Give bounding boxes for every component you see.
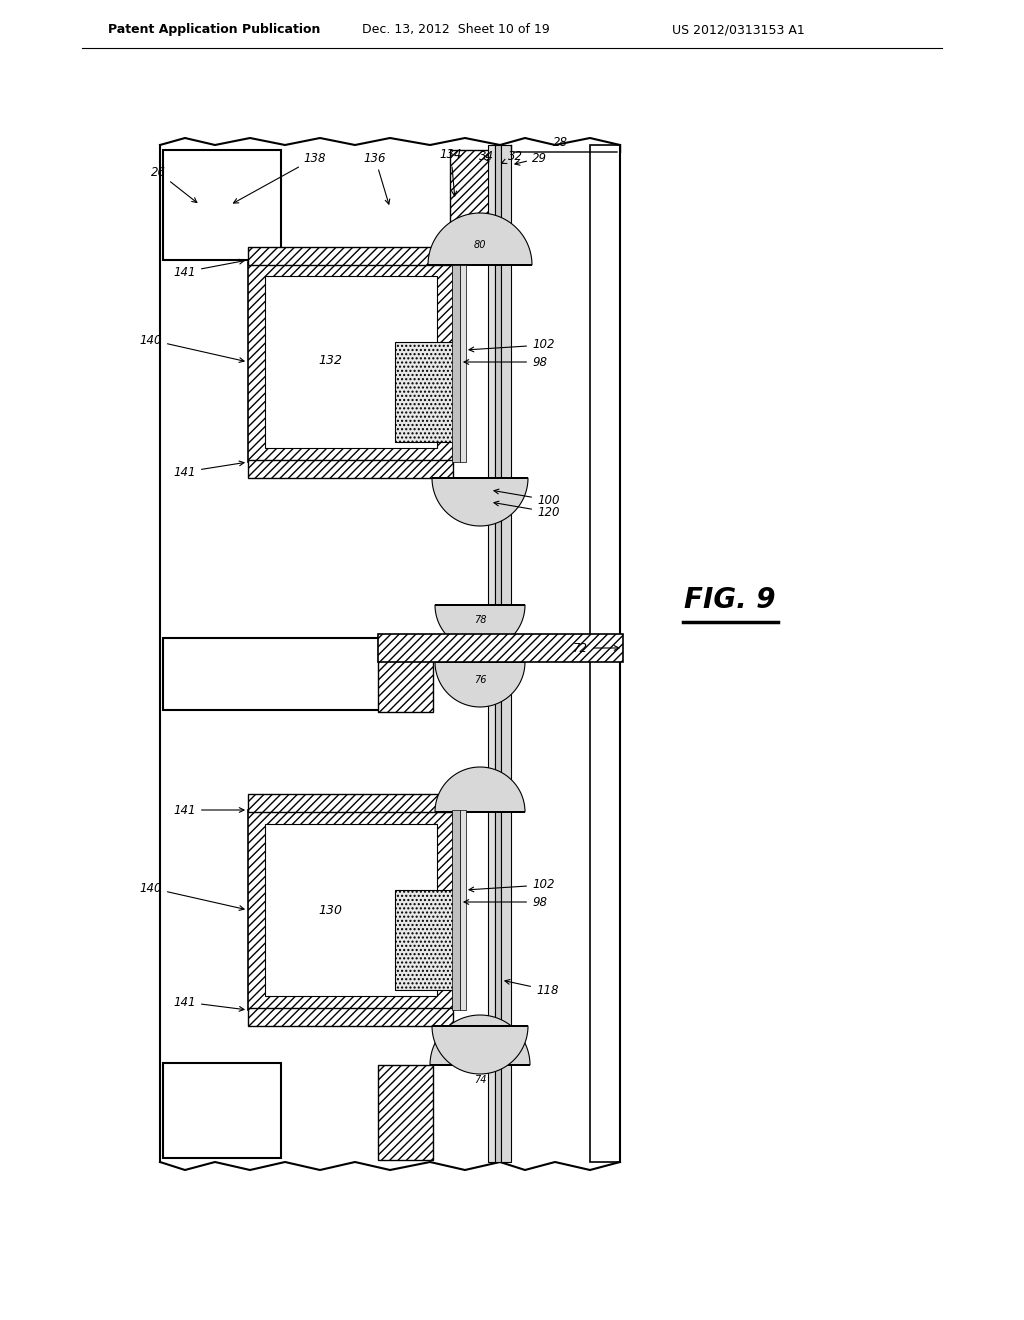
Text: 32: 32 [502, 150, 523, 164]
Bar [460, 810, 466, 1010]
Polygon shape [435, 605, 525, 649]
Text: Patent Application Publication: Patent Application Publication [108, 24, 321, 37]
Bar [248, 247, 453, 265]
Text: 28: 28 [553, 136, 567, 149]
Text: 100: 100 [494, 490, 559, 507]
Bar [248, 1008, 453, 1026]
Text: 98: 98 [464, 895, 547, 908]
Bar [495, 145, 501, 1162]
Text: 102: 102 [469, 338, 555, 352]
Text: 102: 102 [469, 879, 555, 892]
Text: 74: 74 [474, 1074, 486, 1085]
Polygon shape [435, 767, 525, 812]
Text: 132: 132 [318, 354, 342, 367]
Text: 141: 141 [173, 995, 244, 1011]
Text: US 2012/0313153 A1: US 2012/0313153 A1 [672, 24, 805, 37]
Text: 78: 78 [474, 615, 486, 624]
Bar [488, 145, 495, 1162]
Text: 120: 120 [494, 502, 559, 519]
Bar [501, 145, 511, 1162]
Bar [450, 150, 505, 260]
Polygon shape [430, 1015, 530, 1065]
Bar [248, 810, 453, 1010]
Text: 141: 141 [173, 804, 244, 817]
Bar [265, 276, 437, 447]
Text: 98: 98 [464, 355, 547, 368]
Bar [163, 1063, 281, 1158]
Bar [378, 1065, 433, 1160]
Bar [248, 459, 453, 478]
Bar [395, 890, 455, 990]
Text: 29: 29 [515, 152, 547, 165]
Text: 130: 130 [318, 903, 342, 916]
Bar [590, 145, 620, 1162]
Bar [163, 150, 281, 260]
Text: FIG. 9: FIG. 9 [684, 586, 776, 614]
Text: 138: 138 [233, 152, 327, 203]
Bar [460, 265, 466, 462]
Bar [248, 795, 453, 812]
Polygon shape [432, 478, 528, 525]
Bar [395, 342, 455, 442]
Bar [378, 636, 433, 711]
Bar [452, 265, 460, 462]
Text: 140: 140 [139, 882, 244, 911]
Text: 134: 134 [439, 149, 462, 195]
Text: Dec. 13, 2012  Sheet 10 of 19: Dec. 13, 2012 Sheet 10 of 19 [362, 24, 550, 37]
Text: 136: 136 [364, 152, 390, 205]
Text: 76: 76 [474, 675, 486, 685]
Text: 72: 72 [573, 642, 618, 655]
Bar [378, 634, 623, 663]
Bar [163, 638, 381, 710]
Polygon shape [428, 213, 532, 265]
Text: 80: 80 [474, 240, 486, 249]
Text: 141: 141 [173, 461, 244, 479]
Bar [265, 824, 437, 997]
Text: 26: 26 [151, 165, 197, 202]
Bar [452, 810, 460, 1010]
Text: 118: 118 [505, 979, 558, 997]
Polygon shape [435, 663, 525, 708]
Text: 141: 141 [173, 259, 244, 279]
Text: 140: 140 [139, 334, 244, 363]
Text: 34: 34 [478, 150, 494, 164]
Bar [248, 261, 453, 462]
Polygon shape [432, 1026, 528, 1074]
